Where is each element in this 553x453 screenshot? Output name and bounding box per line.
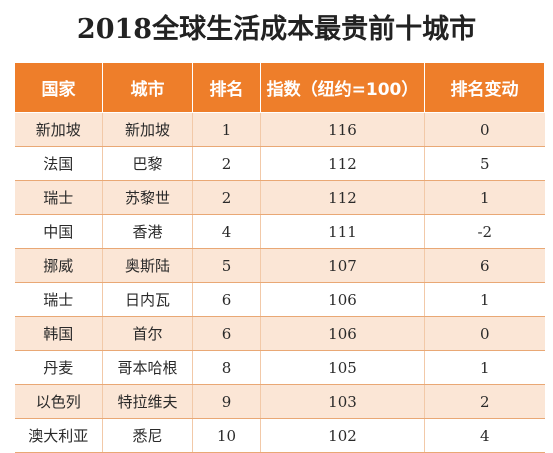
cell-index: 112 <box>260 146 425 181</box>
cell-index: 112 <box>260 180 425 215</box>
cell-index: 116 <box>260 112 425 147</box>
cell-rank: 6 <box>192 316 261 351</box>
page-title: 2018全球生活成本最贵前十城市 <box>76 14 477 45</box>
table-row: 瑞士 苏黎世 2 112 1 <box>14 180 545 215</box>
table-row: 法国 巴黎 2 112 5 <box>14 146 545 181</box>
cell-city: 特拉维夫 <box>102 384 193 419</box>
cell-country: 瑞士 <box>14 180 103 215</box>
cell-city: 巴黎 <box>102 146 193 181</box>
cell-country: 丹麦 <box>14 350 103 385</box>
cell-country: 新加坡 <box>14 112 103 147</box>
header-row: 国家 城市 排名 指数（纽约=100） 排名变动 <box>14 62 545 113</box>
cost-of-living-table: 国家 城市 排名 指数（纽约=100） 排名变动 新加坡 新加坡 1 116 0… <box>14 62 545 453</box>
cell-rank: 5 <box>192 248 261 283</box>
cell-rank: 1 <box>192 112 261 147</box>
cell-rank-change: 5 <box>424 146 545 181</box>
table-row: 以色列 特拉维夫 9 103 2 <box>14 384 545 419</box>
cell-country: 法国 <box>14 146 103 181</box>
cell-country: 韩国 <box>14 316 103 351</box>
cell-rank-change: 6 <box>424 248 545 283</box>
cell-city: 新加坡 <box>102 112 193 147</box>
table-row: 挪威 奥斯陆 5 107 6 <box>14 248 545 283</box>
cell-city: 苏黎世 <box>102 180 193 215</box>
cell-city: 首尔 <box>102 316 193 351</box>
cell-country: 以色列 <box>14 384 103 419</box>
table-row: 丹麦 哥本哈根 8 105 1 <box>14 350 545 385</box>
cell-index: 105 <box>260 350 425 385</box>
cell-city: 悉尼 <box>102 418 193 453</box>
cell-rank: 6 <box>192 282 261 317</box>
cell-rank-change: 4 <box>424 418 545 453</box>
cell-country: 瑞士 <box>14 282 103 317</box>
cell-rank: 10 <box>192 418 261 453</box>
header-country: 国家 <box>14 62 103 113</box>
cell-index: 107 <box>260 248 425 283</box>
cell-rank-change: 1 <box>424 282 545 317</box>
header-rank: 排名 <box>192 62 261 113</box>
table-row: 韩国 首尔 6 106 0 <box>14 316 545 351</box>
table-row: 澳大利亚 悉尼 10 102 4 <box>14 418 545 453</box>
cell-index: 106 <box>260 316 425 351</box>
table-row: 新加坡 新加坡 1 116 0 <box>14 112 545 147</box>
cell-city: 哥本哈根 <box>102 350 193 385</box>
cell-index: 111 <box>260 214 425 249</box>
cell-country: 中国 <box>14 214 103 249</box>
cell-country: 澳大利亚 <box>14 418 103 453</box>
cell-country: 挪威 <box>14 248 103 283</box>
header-rank-change: 排名变动 <box>424 62 545 113</box>
header-city: 城市 <box>102 62 193 113</box>
table-row: 中国 香港 4 111 -2 <box>14 214 545 249</box>
cell-rank: 4 <box>192 214 261 249</box>
table-row: 瑞士 日内瓦 6 106 1 <box>14 282 545 317</box>
cell-rank: 9 <box>192 384 261 419</box>
cell-rank-change: 1 <box>424 350 545 385</box>
cell-rank: 2 <box>192 146 261 181</box>
cell-rank-change: 0 <box>424 112 545 147</box>
cell-rank-change: -2 <box>424 214 545 249</box>
cell-rank-change: 1 <box>424 180 545 215</box>
cell-rank-change: 0 <box>424 316 545 351</box>
cell-index: 106 <box>260 282 425 317</box>
cell-city: 香港 <box>102 214 193 249</box>
cell-city: 奥斯陆 <box>102 248 193 283</box>
cell-rank: 2 <box>192 180 261 215</box>
cell-rank: 8 <box>192 350 261 385</box>
cell-city: 日内瓦 <box>102 282 193 317</box>
cell-index: 103 <box>260 384 425 419</box>
cell-index: 102 <box>260 418 425 453</box>
header-index: 指数（纽约=100） <box>260 62 425 113</box>
cell-rank-change: 2 <box>424 384 545 419</box>
